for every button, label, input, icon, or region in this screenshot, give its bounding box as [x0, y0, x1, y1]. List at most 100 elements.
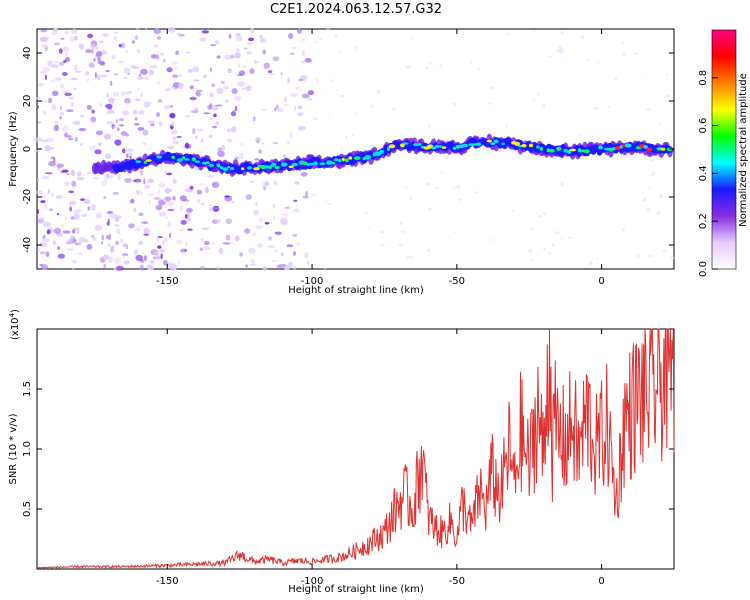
ridge-core [194, 160, 200, 163]
ridge-core [319, 162, 326, 166]
noise-blob [43, 66, 51, 73]
noise-blob [65, 56, 70, 63]
ridge-core [536, 145, 540, 149]
noise-blob [186, 207, 193, 213]
noise-blob [132, 179, 136, 183]
noise-blob [39, 70, 48, 74]
noise-blob [179, 74, 182, 78]
noise-blob [189, 185, 194, 190]
noise-blob [94, 149, 102, 155]
noise-blob [325, 28, 331, 31]
noise-blob [656, 210, 661, 215]
noise-blob [124, 98, 131, 104]
noise-blob [262, 180, 271, 187]
noise-blob [453, 186, 456, 190]
noise-blob [272, 141, 279, 145]
noise-blob [307, 260, 310, 265]
noise-blob [34, 137, 42, 142]
noise-blob [644, 72, 647, 76]
noise-blob [380, 244, 386, 247]
noise-blob [304, 252, 309, 259]
noise-blob [48, 161, 56, 167]
noise-blob [380, 231, 385, 234]
noise-blob [128, 90, 132, 94]
noise-blob [458, 198, 463, 201]
noise-blob [143, 233, 150, 236]
noise-blob [239, 152, 244, 159]
noise-blob [202, 227, 210, 231]
noise-blob [138, 73, 142, 77]
noise-blob [57, 246, 60, 250]
noise-blob [71, 180, 77, 187]
noise-blob [72, 120, 81, 126]
noise-blob [155, 204, 163, 211]
noise-blob [344, 135, 347, 140]
noise-blob [101, 179, 108, 186]
x-tick-label: -150 [156, 576, 179, 587]
noise-blob [177, 258, 180, 265]
noise-blob [141, 221, 149, 224]
spectrogram-x-axis-label: Height of straight line (km) [288, 285, 424, 296]
noise-blob [143, 227, 150, 234]
noise-blob [305, 191, 309, 197]
noise-blob [94, 224, 103, 231]
noise-blob [70, 235, 75, 240]
noise-blob [109, 97, 116, 102]
noise-blob [137, 87, 141, 91]
noise-blob [287, 261, 293, 268]
noise-blob [74, 242, 82, 246]
snr-y-scale-label: (x104) [8, 309, 21, 340]
noise-blob [560, 30, 564, 35]
noise-blob [163, 58, 166, 63]
noise-blob [153, 251, 160, 257]
noise-blob [398, 243, 402, 247]
noise-blob [143, 178, 146, 185]
noise-blob [253, 116, 256, 122]
noise-blob [274, 107, 277, 112]
noise-blob [74, 213, 78, 220]
noise-blob [225, 218, 233, 224]
noise-blob [156, 237, 160, 242]
noise-blob [234, 105, 238, 112]
x-tick-label: 0 [598, 276, 604, 287]
ridge-core [176, 158, 184, 162]
noise-blob [297, 125, 306, 131]
noise-blob [53, 124, 59, 132]
x-tick-label: -100 [301, 576, 324, 587]
noise-blob [454, 231, 456, 234]
noise-blob [77, 252, 84, 255]
snr-y-ticks: 0.5 1.0 1.5 [22, 381, 674, 517]
noise-blob [39, 264, 44, 267]
noise-blob [253, 209, 259, 216]
noise-blob [107, 173, 110, 178]
noise-blob [76, 176, 85, 181]
noise-blob [41, 43, 47, 48]
noise-blob [665, 94, 670, 98]
noise-blob [58, 212, 62, 218]
noise-blob [40, 29, 48, 33]
noise-blob [53, 228, 61, 234]
noise-blob [209, 117, 213, 121]
noise-blob [74, 137, 79, 142]
noise-blob [134, 35, 138, 40]
noise-blob [111, 55, 116, 60]
noise-blob [112, 125, 116, 129]
noise-blob [167, 208, 175, 212]
noise-blob [200, 238, 204, 243]
noise-blob [67, 135, 72, 138]
ridge-core [288, 165, 294, 169]
noise-blob [207, 175, 215, 178]
ridge-core [493, 139, 499, 143]
noise-blob [123, 254, 126, 259]
noise-blob [91, 204, 96, 211]
noise-blob [406, 255, 411, 259]
noise-blob [259, 34, 263, 39]
noise-blob [217, 147, 222, 152]
noise-blob [107, 243, 111, 247]
noise-blob [190, 110, 199, 114]
noise-blob [340, 94, 345, 98]
noise-blob [103, 196, 107, 199]
noise-blob [79, 143, 83, 146]
noise-blob [621, 53, 627, 56]
noise-blob [425, 67, 429, 70]
